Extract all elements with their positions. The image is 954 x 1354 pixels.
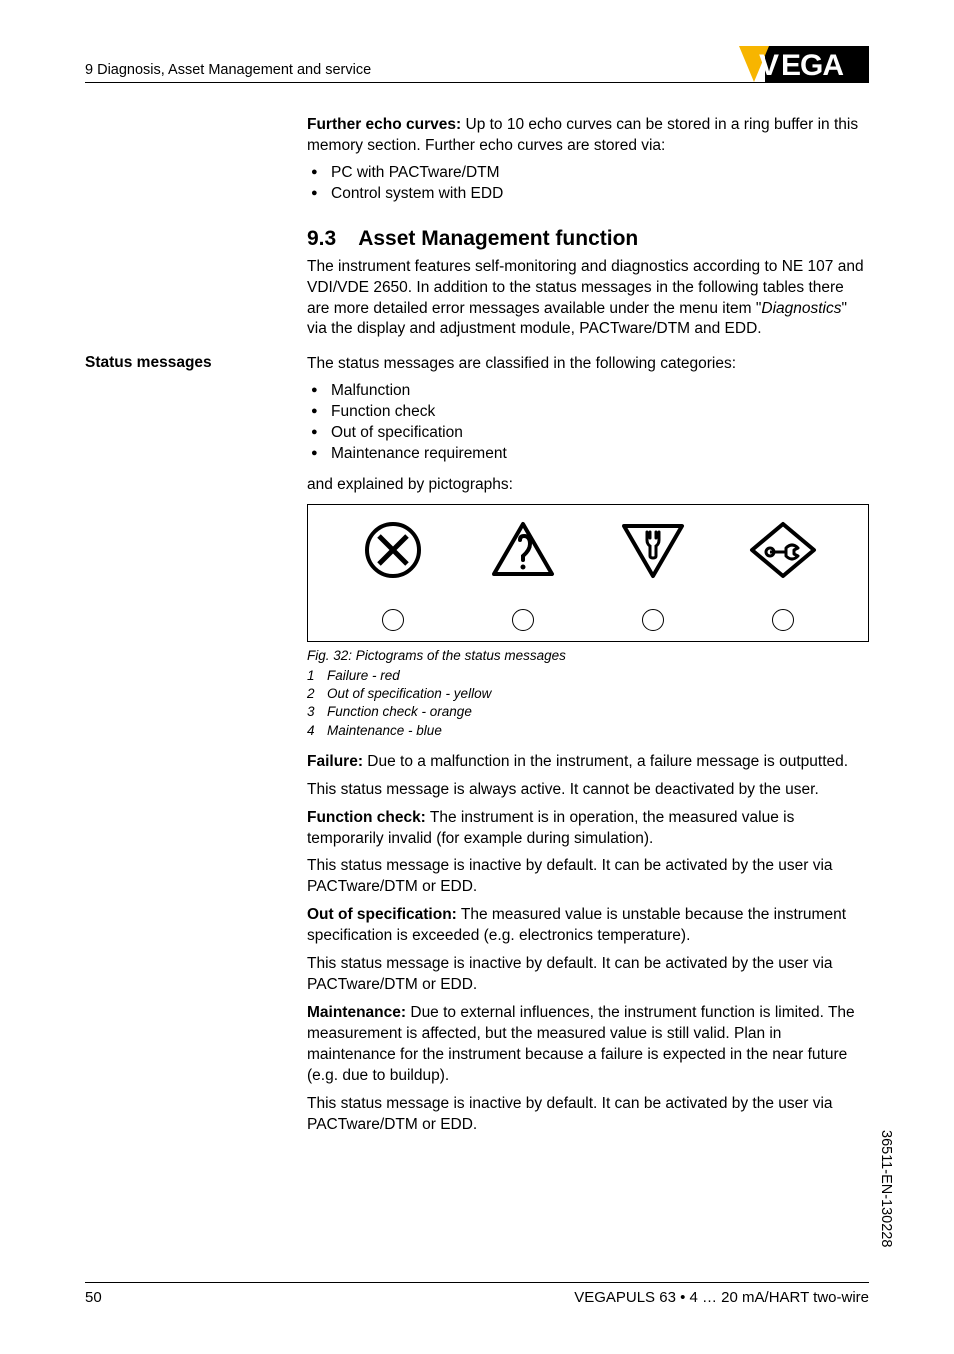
- status-block: Status messages The status messages are …: [85, 354, 869, 1135]
- header-section-title: 9 Diagnosis, Asset Management and servic…: [85, 62, 371, 78]
- list-item: Control system with EDD: [307, 184, 869, 205]
- picto-maintenance: [748, 519, 818, 631]
- failure-def: Failure: Due to a malfunction in the ins…: [307, 752, 869, 773]
- intro-block: Further echo curves: Up to 10 echo curve…: [307, 115, 869, 340]
- picto-failure: [358, 519, 428, 631]
- maint-note: This status message is inactive by defau…: [307, 1094, 869, 1136]
- failure-note: This status message is always active. It…: [307, 780, 869, 801]
- indicator-circle: [512, 609, 534, 631]
- func-check-note: This status message is inactive by defau…: [307, 856, 869, 898]
- svg-text:V: V: [759, 49, 779, 82]
- oos-note: This status message is inactive by defau…: [307, 954, 869, 996]
- out-of-spec-icon: [488, 519, 558, 581]
- section-title: Asset Management function: [358, 227, 638, 250]
- status-explained: and explained by pictographs:: [307, 475, 869, 496]
- function-check-icon: [618, 519, 688, 581]
- maint-def: Maintenance: Due to external influences,…: [307, 1003, 869, 1087]
- diagnostics-italic: Diagnostics: [761, 300, 841, 317]
- status-intro: The status messages are classified in th…: [307, 354, 869, 375]
- section-heading-93: 9.3 Asset Management function: [307, 227, 869, 251]
- further-echo-label: Further echo curves:: [307, 116, 461, 133]
- indicator-circle: [772, 609, 794, 631]
- footer-doc-title: VEGAPULS 63 • 4 … 20 mA/HART two-wire: [574, 1289, 869, 1306]
- svg-text:EGA: EGA: [781, 49, 843, 82]
- further-echo-para: Further echo curves: Up to 10 echo curve…: [307, 115, 869, 157]
- failure-icon: [358, 519, 428, 581]
- list-item: Function check: [307, 402, 869, 423]
- status-sidebar-label: Status messages: [85, 354, 285, 372]
- list-item: Malfunction: [307, 381, 869, 402]
- indicator-circle: [642, 609, 664, 631]
- oos-def: Out of specification: The measured value…: [307, 905, 869, 947]
- indicator-circle: [382, 609, 404, 631]
- section-number: 9.3: [307, 227, 336, 250]
- vega-logo: EGA V: [739, 46, 869, 82]
- page-footer: 50 VEGAPULS 63 • 4 … 20 mA/HART two-wire: [85, 1282, 869, 1306]
- list-item: Maintenance requirement: [307, 444, 869, 465]
- figure-caption: Fig. 32: Pictograms of the status messag…: [307, 648, 869, 663]
- pictogram-figure: [307, 504, 869, 642]
- list-item: PC with PACTware/DTM: [307, 163, 869, 184]
- intro-bullets: PC with PACTware/DTM Control system with…: [307, 163, 869, 205]
- picto-function-check: [618, 519, 688, 631]
- func-check-def: Function check: The instrument is in ope…: [307, 808, 869, 850]
- side-doc-number: 36511-EN-130228: [878, 1130, 894, 1247]
- footer-page-number: 50: [85, 1289, 102, 1306]
- figure-legend: 1Failure - red 2Out of specification - y…: [307, 667, 869, 740]
- list-item: Out of specification: [307, 423, 869, 444]
- status-bullets: Malfunction Function check Out of specif…: [307, 381, 869, 465]
- picto-out-of-spec: [488, 519, 558, 631]
- section93-para: The instrument features self-monitoring …: [307, 257, 869, 341]
- maintenance-icon: [748, 519, 818, 581]
- page-content: Further echo curves: Up to 10 echo curve…: [85, 115, 869, 1143]
